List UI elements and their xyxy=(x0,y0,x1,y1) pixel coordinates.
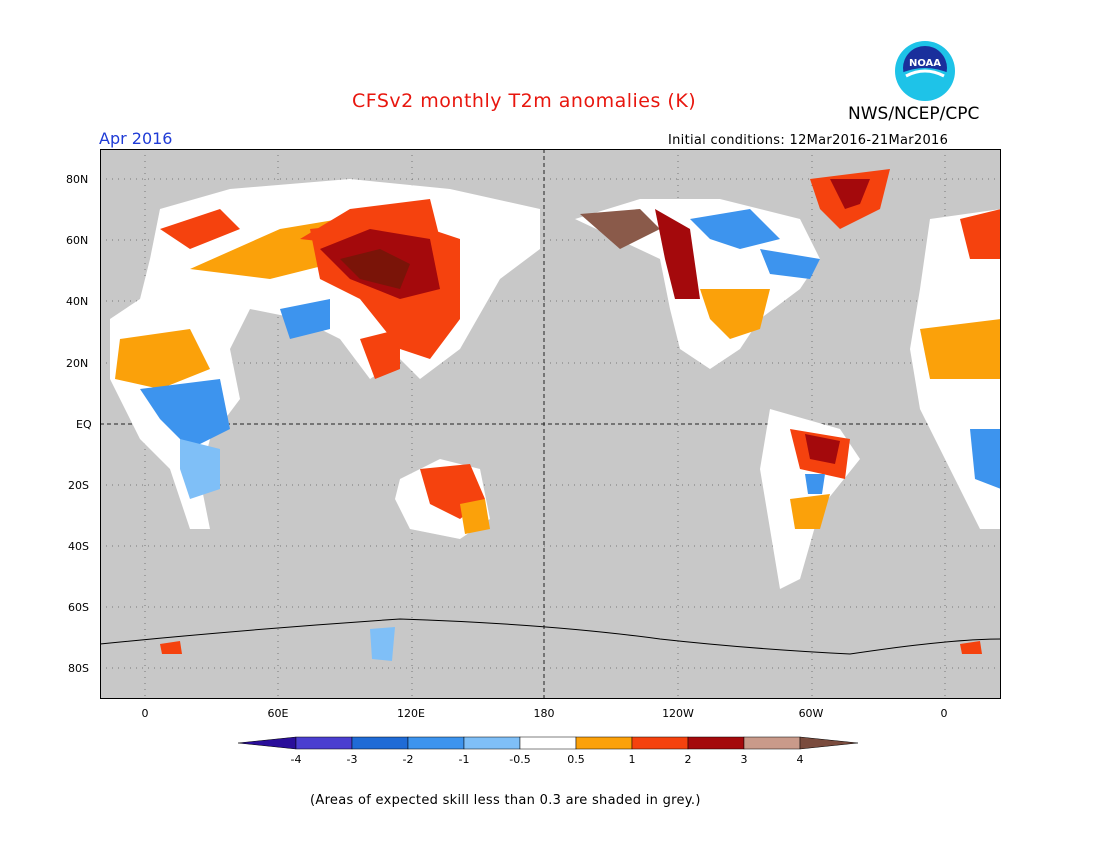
colorbar-label: -0.5 xyxy=(509,753,531,766)
north-america xyxy=(575,169,890,369)
lat-label: 80N xyxy=(66,173,89,186)
colorbar xyxy=(238,736,859,750)
colorbar-label: -2 xyxy=(402,753,414,766)
forecast-month: Apr 2016 xyxy=(99,129,173,148)
lat-label: 20S xyxy=(68,479,89,492)
lat-label: 60S xyxy=(68,601,89,614)
noaa-logo: NOAA xyxy=(895,41,955,101)
lon-label: 180 xyxy=(533,707,555,720)
colorbar-swatch xyxy=(407,736,465,750)
colorbar-label: 3 xyxy=(740,753,748,766)
lat-label: EQ xyxy=(76,418,92,431)
colorbar-arrow-right xyxy=(799,736,859,750)
colorbar-label: -3 xyxy=(346,753,358,766)
skill-footnote: (Areas of expected skill less than 0.3 a… xyxy=(310,793,701,808)
colorbar-swatch xyxy=(519,736,577,750)
colorbar-label: -1 xyxy=(458,753,470,766)
initial-conditions: Initial conditions: 12Mar2016-21Mar2016 xyxy=(668,133,949,148)
colorbar-label: 2 xyxy=(684,753,692,766)
right-wrap-land xyxy=(910,209,1001,529)
colorbar-label: 4 xyxy=(796,753,804,766)
lat-label: 20N xyxy=(66,357,89,370)
colorbar-swatch xyxy=(743,736,801,750)
colorbar-label: 1 xyxy=(628,753,636,766)
anomaly-map xyxy=(100,149,1001,699)
south-america xyxy=(760,409,860,589)
colorbar-swatch xyxy=(295,736,353,750)
lon-label: 60E xyxy=(267,707,289,720)
lon-label: 120E xyxy=(397,707,425,720)
antarctica-coast xyxy=(100,618,1001,655)
australia xyxy=(395,459,490,539)
colorbar-swatch xyxy=(631,736,689,750)
lon-label: 120W xyxy=(662,707,694,720)
lat-label: 60N xyxy=(66,234,89,247)
map-title: CFSv2 monthly T2m anomalies (K) xyxy=(352,90,697,112)
org-label: NWS/NCEP/CPC xyxy=(848,104,980,124)
lon-label: 60W xyxy=(798,707,824,720)
lat-label: 40N xyxy=(66,295,89,308)
colorbar-swatch xyxy=(575,736,633,750)
colorbar-label: -4 xyxy=(290,753,302,766)
lat-label: 80S xyxy=(68,662,89,675)
lon-label: 0 xyxy=(141,707,149,720)
lat-label: 40S xyxy=(68,540,89,553)
eurasia-africa xyxy=(110,179,540,529)
colorbar-arrow-left xyxy=(238,736,297,750)
colorbar-swatch xyxy=(463,736,521,750)
lon-label: 0 xyxy=(940,707,948,720)
colorbar-swatch xyxy=(687,736,745,750)
colorbar-label: 0.5 xyxy=(567,753,585,766)
colorbar-swatch xyxy=(351,736,409,750)
noaa-logo-text: NOAA xyxy=(909,58,941,69)
